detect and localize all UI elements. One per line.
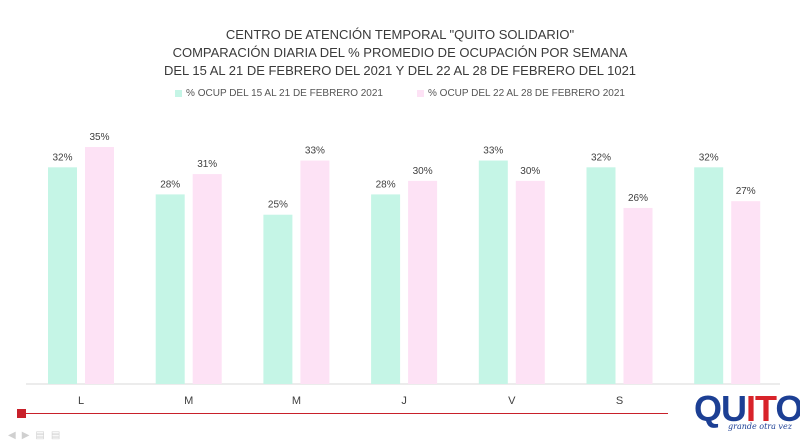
- data-label-series-2-0: 35%: [89, 132, 109, 143]
- data-label-series-1-6: 32%: [699, 152, 719, 163]
- data-label-series-2-4: 30%: [520, 166, 540, 177]
- x-tick-label-1: M: [184, 395, 193, 407]
- data-label-series-2-3: 30%: [413, 166, 433, 177]
- data-label-series-1-2: 25%: [268, 200, 288, 211]
- data-label-series-2-6: 27%: [736, 186, 756, 197]
- title-line-2: COMPARACIÓN DIARIA DEL % PROMEDIO DE OCU…: [172, 45, 628, 60]
- arrow-left-icon[interactable]: ◀: [8, 430, 16, 441]
- title-line-1: CENTRO DE ATENCIÓN TEMPORAL "QUITO SOLID…: [225, 27, 575, 42]
- bar-series-2-4: [515, 180, 545, 384]
- bar-series-1-0: [48, 167, 77, 384]
- data-label-series-2-1: 31%: [197, 159, 217, 170]
- data-label-series-2-2: 33%: [305, 146, 325, 157]
- bar-series-1-4: [478, 160, 508, 384]
- x-tick-label-2: M: [292, 395, 301, 407]
- data-label-series-1-5: 32%: [591, 152, 611, 163]
- x-tick-label-5: S: [616, 395, 623, 407]
- legend-item-week-1: % OCUP DEL 15 AL 21 DE FEBRERO 2021: [175, 88, 383, 99]
- bar-series-2-5: [623, 207, 653, 384]
- x-tick-label-4: V: [508, 395, 516, 407]
- arrow-right-icon[interactable]: ▶: [21, 430, 30, 441]
- chart-title: CENTRO DE ATENCIÓN TEMPORAL "QUITO SOLID…: [0, 26, 800, 80]
- quito-logo: QUITO grande otra vez: [694, 388, 800, 438]
- data-label-series-1-1: 28%: [160, 179, 180, 190]
- bar-series-1-1: [155, 194, 185, 384]
- slide-nav[interactable]: ◀ ▶ ▤ ▤: [8, 430, 60, 441]
- data-label-series-1-3: 28%: [376, 179, 396, 190]
- logo-letter: U: [721, 388, 747, 429]
- bar-series-2-2: [300, 160, 330, 384]
- legend-swatch-week-2: [417, 90, 424, 97]
- legend: % OCUP DEL 15 AL 21 DE FEBRERO 2021 % OC…: [0, 88, 800, 99]
- logo-letter: I: [746, 388, 756, 429]
- title-line-3: DEL 15 AL 21 DE FEBRERO DEL 2021 Y DEL 2…: [163, 63, 637, 78]
- logo-wordmark: QUITO: [694, 388, 800, 430]
- footer-square: [17, 409, 26, 418]
- legend-item-week-2: % OCUP DEL 22 AL 28 DE FEBRERO 2021: [417, 88, 625, 99]
- data-label-series-1-4: 33%: [483, 146, 503, 157]
- data-label-series-1-0: 32%: [52, 152, 72, 163]
- x-tick-label-3: J: [401, 395, 407, 407]
- logo-letter: Q: [694, 388, 722, 429]
- legend-label-week-2: % OCUP DEL 22 AL 28 DE FEBRERO 2021: [428, 88, 625, 99]
- bar-series-2-6: [731, 201, 761, 384]
- legend-label-week-1: % OCUP DEL 15 AL 21 DE FEBRERO 2021: [186, 88, 383, 99]
- data-label-series-2-5: 26%: [628, 193, 648, 204]
- legend-swatch-week-1: [175, 90, 183, 97]
- logo-tagline: grande otra vez: [728, 422, 792, 431]
- x-tick-label-0: L: [78, 395, 84, 407]
- bar-series-2-0: [85, 147, 114, 384]
- logo-letter: O: [775, 388, 800, 429]
- bar-series-1-6: [694, 167, 724, 384]
- bar-series-2-1: [192, 174, 222, 384]
- bar-series-1-3: [371, 194, 401, 384]
- menu-icon[interactable]: ▤: [50, 430, 61, 441]
- bar-series-1-5: [586, 167, 616, 384]
- menu-icon[interactable]: ▤: [35, 430, 45, 441]
- bar-series-2-3: [408, 180, 438, 384]
- footer-line: [22, 413, 668, 414]
- bar-series-1-2: [263, 214, 293, 384]
- logo-letter: T: [755, 388, 776, 429]
